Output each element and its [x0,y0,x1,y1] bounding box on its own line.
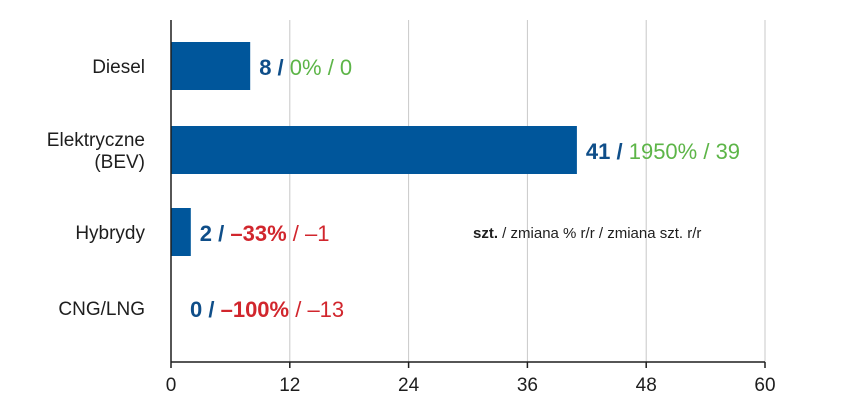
x-tick-label: 0 [166,375,177,396]
value-label: 2 / –33% / –1 [200,221,330,246]
bar [171,42,251,90]
x-tick-label: 12 [279,375,300,396]
category-label: Elektryczne (BEV) [47,130,145,173]
value-label: 0 / –100% / –13 [190,297,344,322]
x-tick-label: 48 [636,375,657,396]
grid-lines [289,20,766,362]
bars [171,42,577,256]
x-tick-label: 60 [754,375,775,396]
category-labels: Diesel Elektryczne (BEV) Hybrydy CNG/LNG [47,57,146,320]
value-labels: 8 / 0% / 0 41 / 1950% / 39 2 / –33% / –1 0 … [190,55,740,322]
category-label: Hybrydy [75,223,145,244]
category-label: CNG/LNG [58,299,145,320]
value-label: 8 / 0% / 0 [259,55,352,80]
x-tick-label: 36 [517,375,538,396]
x-axis: 0 12 24 36 48 60 [166,20,776,396]
bar [171,208,191,256]
bar [171,126,577,174]
x-tick-label: 24 [398,375,420,396]
category-label: Diesel [92,57,145,78]
value-label: 41 / 1950% / 39 [586,139,740,164]
legend-note: szt. / zmiana % r/r / zmiana szt. r/r [473,225,701,242]
